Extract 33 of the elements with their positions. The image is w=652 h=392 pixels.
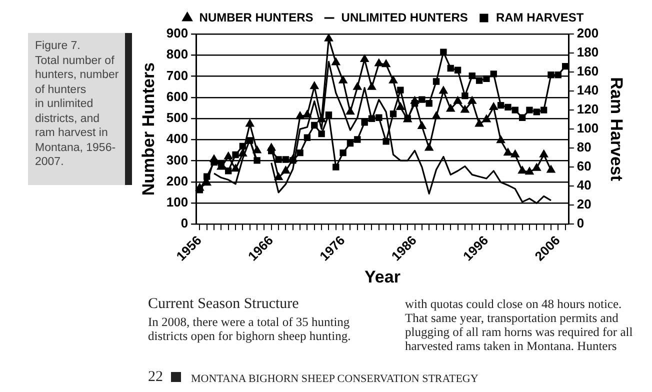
- y-tick-label: 500: [166, 110, 188, 126]
- y2-tick-label: 160: [576, 64, 599, 79]
- y2-tick-label: 140: [576, 82, 599, 98]
- y2-tick-label: 180: [576, 44, 599, 60]
- y2-axis-title: Ram Harvest: [607, 77, 626, 182]
- text: 22: [148, 369, 163, 386]
- y2-tick-label: 40: [576, 178, 592, 193]
- legend-label: NUMBER HUNTERS: [199, 10, 314, 24]
- y-tick-label: 800: [166, 46, 188, 62]
- y2-tick-label: 20: [576, 196, 592, 212]
- y2-tick-label: 200: [576, 26, 599, 41]
- text: MONTANA BIGHORN SHEEP CONSERVATION STRATEGY: [191, 373, 478, 385]
- y2-tick-label: 0: [576, 216, 584, 231]
- x-axis-title: Year: [364, 267, 401, 286]
- y-tick-label: 300: [166, 152, 188, 168]
- text: with quotas could close on 48 hours notice. That same year, transportation permits and plugging of all ram horns was required for all harvested rams taken in Montana. Hunters: [405, 297, 634, 353]
- y-tick-label: 900: [166, 26, 188, 41]
- y-axis-title: Number Hunters: [138, 62, 158, 196]
- y2-tick-label: 120: [576, 102, 599, 117]
- y-tick-label: 100: [166, 194, 188, 210]
- y-tick-label: 200: [166, 173, 188, 188]
- text: Figure 7. Total number of hunters, number of hunters in unlimited districts, and ram harvest in Montana, 1956-2007.: [35, 40, 119, 168]
- y-tick-label: 700: [166, 68, 188, 83]
- y-tick-label: 0: [180, 216, 188, 231]
- y2-tick-label: 80: [576, 140, 592, 155]
- text: Current Season Structure: [148, 296, 299, 313]
- legend-label: UNLIMITED HUNTERS: [341, 10, 468, 24]
- y-tick-label: 600: [166, 88, 188, 104]
- y2-tick-label: 100: [576, 120, 599, 136]
- y-tick-label: 400: [166, 131, 188, 146]
- y2-tick-label: 60: [576, 158, 592, 174]
- legend-label: RAM HARVEST: [496, 10, 584, 24]
- text: In 2008, there were a total of 35 hunting districts open for bighorn sheep hunting.: [148, 315, 352, 343]
